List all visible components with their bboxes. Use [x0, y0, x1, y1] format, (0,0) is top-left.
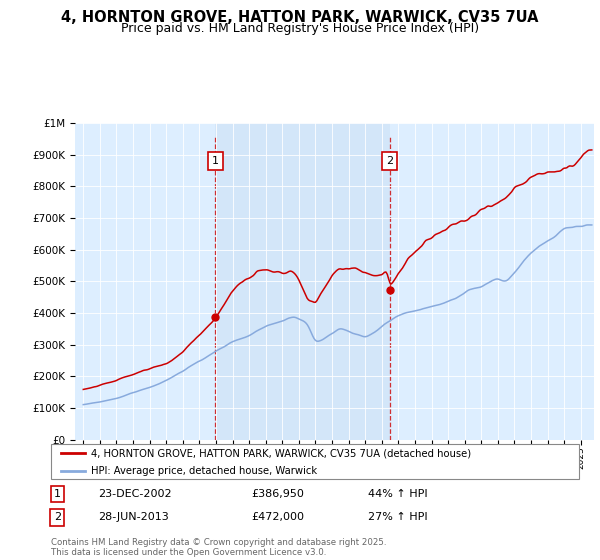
- Text: £472,000: £472,000: [251, 512, 305, 522]
- Text: 2: 2: [54, 512, 61, 522]
- Text: HPI: Average price, detached house, Warwick: HPI: Average price, detached house, Warw…: [91, 466, 317, 475]
- Text: 4, HORNTON GROVE, HATTON PARK, WARWICK, CV35 7UA: 4, HORNTON GROVE, HATTON PARK, WARWICK, …: [61, 10, 539, 25]
- Text: 1: 1: [212, 156, 219, 166]
- Text: £386,950: £386,950: [251, 489, 305, 499]
- Text: 27% ↑ HPI: 27% ↑ HPI: [368, 512, 427, 522]
- Text: 28-JUN-2013: 28-JUN-2013: [98, 512, 169, 522]
- Text: 2: 2: [386, 156, 394, 166]
- Text: Contains HM Land Registry data © Crown copyright and database right 2025.
This d: Contains HM Land Registry data © Crown c…: [51, 538, 386, 557]
- Text: 23-DEC-2002: 23-DEC-2002: [98, 489, 172, 499]
- Text: 44% ↑ HPI: 44% ↑ HPI: [368, 489, 427, 499]
- Text: Price paid vs. HM Land Registry's House Price Index (HPI): Price paid vs. HM Land Registry's House …: [121, 22, 479, 35]
- Bar: [215, 123, 390, 440]
- Text: 4, HORNTON GROVE, HATTON PARK, WARWICK, CV35 7UA (detached house): 4, HORNTON GROVE, HATTON PARK, WARWICK, …: [91, 448, 471, 458]
- Text: 1: 1: [54, 489, 61, 499]
